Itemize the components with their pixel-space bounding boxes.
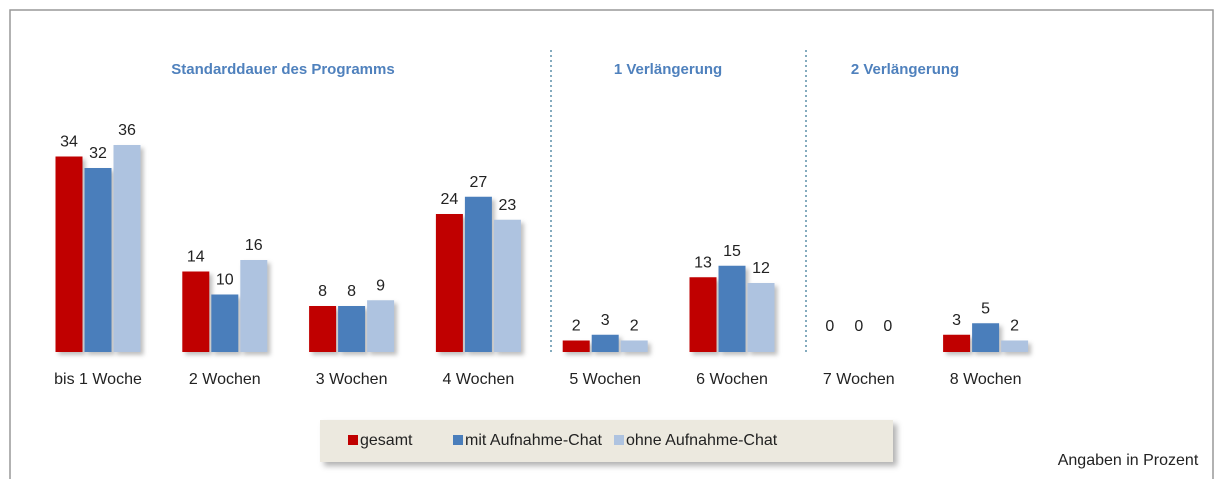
note: Angaben in Prozent: [1058, 452, 1199, 469]
data-label: 9: [376, 277, 385, 294]
bar: [338, 306, 366, 352]
section-label: 2 Verlängerung: [851, 61, 959, 78]
data-label: 32: [89, 145, 107, 162]
section-label: Standarddauer des Programms: [171, 61, 394, 78]
data-label: 3: [601, 312, 610, 329]
data-label: 34: [60, 134, 78, 151]
data-label: 12: [752, 260, 770, 277]
legend-swatch: [453, 435, 463, 445]
data-label: 27: [470, 174, 488, 191]
data-label: 8: [347, 283, 356, 300]
bar: [943, 334, 971, 352]
data-label: 24: [441, 191, 459, 208]
legend-label: ohne Aufnahme-Chat: [626, 432, 778, 449]
x-tick-label: 2 Wochen: [189, 371, 261, 388]
data-label: 8: [318, 283, 327, 300]
data-label: 36: [118, 122, 136, 139]
bar: [747, 283, 775, 352]
legend-swatch: [348, 435, 358, 445]
x-tick-label: 3 Wochen: [316, 371, 388, 388]
bar: [620, 340, 648, 352]
data-label: 2: [572, 318, 581, 335]
bar: [435, 214, 463, 352]
data-label: 23: [499, 197, 517, 214]
bar: [972, 323, 1000, 352]
bar: [493, 219, 521, 352]
data-label: 10: [216, 272, 234, 289]
x-tick-label: 8 Wochen: [950, 371, 1022, 388]
bar: [591, 334, 619, 352]
bar: [84, 168, 112, 352]
x-tick-label: 4 Wochen: [443, 371, 515, 388]
section-label: 1 Verlängerung: [614, 61, 722, 78]
legend-label: gesamt: [360, 432, 413, 449]
data-label: 0: [883, 318, 892, 335]
bar: [211, 294, 239, 352]
bar: [113, 145, 141, 352]
data-label: 13: [694, 254, 712, 271]
data-label: 0: [825, 318, 834, 335]
bar: [182, 271, 210, 352]
bar: [309, 306, 337, 352]
legend-label: mit Aufnahme-Chat: [465, 432, 603, 449]
bar: [718, 265, 746, 352]
data-label: 16: [245, 237, 263, 254]
frame: [9, 9, 1214, 479]
data-label: 5: [981, 300, 990, 317]
bar: [240, 260, 268, 352]
data-label: 2: [1010, 318, 1019, 335]
x-tick-label: bis 1 Woche: [54, 371, 142, 388]
data-label: 0: [854, 318, 863, 335]
data-label: 2: [630, 318, 639, 335]
bar: [367, 300, 395, 352]
x-tick-label: 6 Wochen: [696, 371, 768, 388]
bar: [464, 196, 492, 352]
x-tick-label: 7 Wochen: [823, 371, 895, 388]
data-label: 3: [952, 312, 961, 329]
legend-swatch: [614, 435, 624, 445]
legend-box: [320, 420, 893, 462]
bar: [1001, 340, 1029, 352]
bar: [55, 156, 83, 352]
data-label: 14: [187, 249, 205, 266]
bar: [689, 277, 717, 352]
bar: [562, 340, 590, 352]
x-tick-label: 5 Wochen: [569, 371, 641, 388]
data-label: 15: [723, 243, 741, 260]
